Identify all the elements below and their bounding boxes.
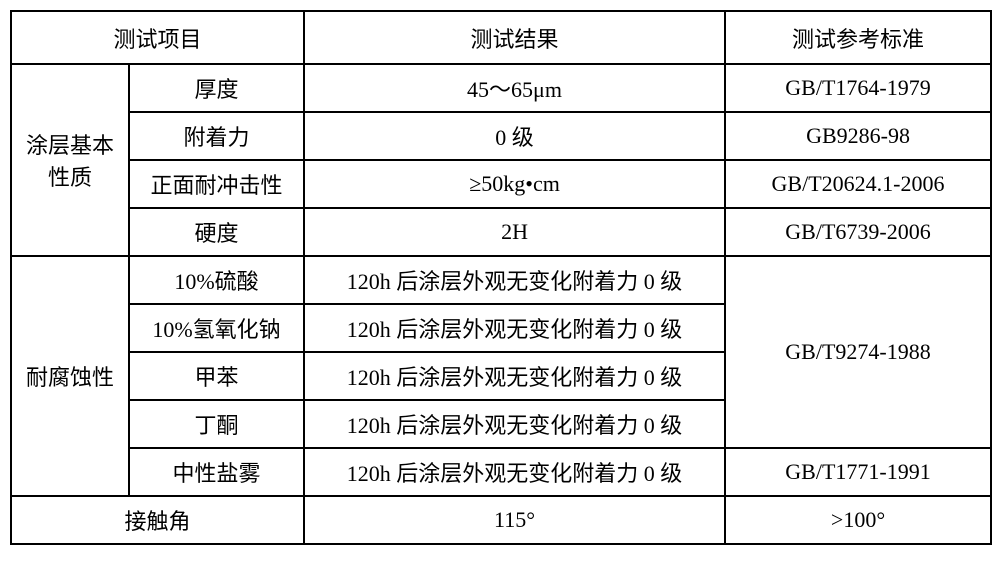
cell-item: 10%硫酸 <box>129 256 304 304</box>
cell-item: 硬度 <box>129 208 304 256</box>
cell-result: 45～65μm <box>304 64 725 112</box>
table-row: 附着力 0 级 GB9286-98 <box>11 112 991 160</box>
cell-standard: GB/T1771-1991 <box>725 448 991 496</box>
cell-item: 中性盐雾 <box>129 448 304 496</box>
cell-standard: >100° <box>725 496 991 544</box>
cell-result: 0 级 <box>304 112 725 160</box>
cell-standard: GB/T20624.1-2006 <box>725 160 991 208</box>
cell-result: 120h 后涂层外观无变化附着力 0 级 <box>304 256 725 304</box>
table-header-row: 测试项目 测试结果 测试参考标准 <box>11 11 991 64</box>
cell-result: 115° <box>304 496 725 544</box>
cell-standard: GB/T1764-1979 <box>725 64 991 112</box>
cell-standard: GB/T6739-2006 <box>725 208 991 256</box>
cell-result: ≥50kg•cm <box>304 160 725 208</box>
cell-item: 接触角 <box>11 496 304 544</box>
table-row: 接触角 115° >100° <box>11 496 991 544</box>
cell-result: 120h 后涂层外观无变化附着力 0 级 <box>304 400 725 448</box>
cell-result: 120h 后涂层外观无变化附着力 0 级 <box>304 352 725 400</box>
table-row: 耐腐蚀性 10%硫酸 120h 后涂层外观无变化附着力 0 级 GB/T9274… <box>11 256 991 304</box>
cell-item: 甲苯 <box>129 352 304 400</box>
cell-item: 10%氢氧化钠 <box>129 304 304 352</box>
cell-standard: GB/T9274-1988 <box>725 256 991 448</box>
table-row: 涂层基本 性质 厚度 45～65μm GB/T1764-1979 <box>11 64 991 112</box>
cell-result: 120h 后涂层外观无变化附着力 0 级 <box>304 448 725 496</box>
cell-item: 附着力 <box>129 112 304 160</box>
cell-item: 正面耐冲击性 <box>129 160 304 208</box>
cell-result: 120h 后涂层外观无变化附着力 0 级 <box>304 304 725 352</box>
cell-item: 厚度 <box>129 64 304 112</box>
header-test-result: 测试结果 <box>304 11 725 64</box>
table-row: 硬度 2H GB/T6739-2006 <box>11 208 991 256</box>
header-test-standard: 测试参考标准 <box>725 11 991 64</box>
cell-item: 丁酮 <box>129 400 304 448</box>
table-row: 中性盐雾 120h 后涂层外观无变化附着力 0 级 GB/T1771-1991 <box>11 448 991 496</box>
test-results-table: 测试项目 测试结果 测试参考标准 涂层基本 性质 厚度 45～65μm GB/T… <box>10 10 992 545</box>
group-basic-properties: 涂层基本 性质 <box>11 64 129 256</box>
header-test-item: 测试项目 <box>11 11 304 64</box>
cell-result: 2H <box>304 208 725 256</box>
cell-standard: GB9286-98 <box>725 112 991 160</box>
group-corrosion-resistance: 耐腐蚀性 <box>11 256 129 496</box>
table-row: 正面耐冲击性 ≥50kg•cm GB/T20624.1-2006 <box>11 160 991 208</box>
